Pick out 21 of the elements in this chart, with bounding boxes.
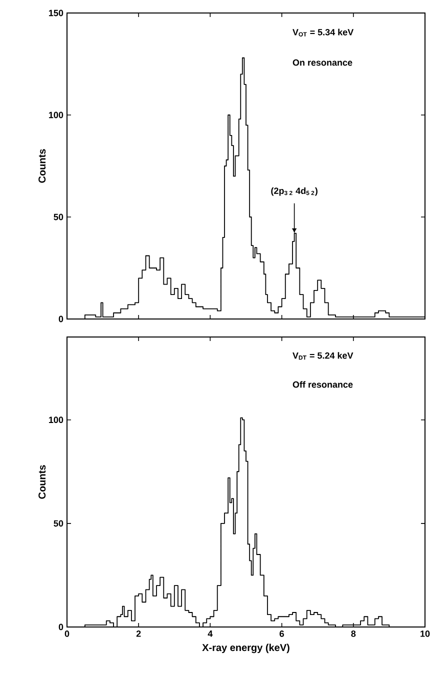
y-tick-label: 100 [49,112,64,118]
y-axis-title: Counts [38,149,46,183]
x-axis-title: X-ray energy (keV) [202,644,290,654]
x-tick-label: 10 [420,630,430,637]
x-tick-label: 6 [280,630,284,637]
annotation: (2p$_{3 2}$ 4d$_{5 2}$) [271,187,318,196]
x-tick-label: 0 [64,630,70,637]
x-tick-label: 8 [351,630,356,637]
y-axis-title: Counts [38,465,46,499]
y-tick-label: 50 [54,520,64,527]
annotation: Off resonance [292,381,353,388]
y-tick-label: 100 [49,416,64,424]
annotation: V$_{OT}$ = 5.34 keV [292,28,354,36]
annotation: V$_{DT}$ = 5.24 keV [292,352,354,360]
x-tick-label: 2 [136,630,141,637]
y-tick-label: 0 [58,624,64,630]
x-tick-label: 4 [208,630,213,637]
y-tick-label: 0 [58,316,64,322]
y-tick-label: 150 [49,10,64,16]
y-tick-label: 50 [54,214,64,220]
annotation: On resonance [292,59,352,66]
